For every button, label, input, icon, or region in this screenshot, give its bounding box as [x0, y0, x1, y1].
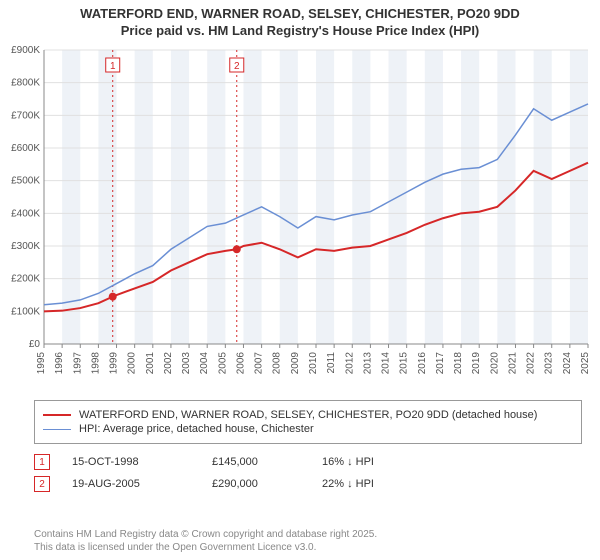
- svg-text:£600K: £600K: [11, 143, 40, 154]
- svg-text:2022: 2022: [526, 352, 537, 375]
- legend-label: WATERFORD END, WARNER ROAD, SELSEY, CHIC…: [79, 409, 537, 421]
- svg-text:£0: £0: [29, 339, 41, 350]
- svg-text:£200K: £200K: [11, 274, 40, 285]
- svg-text:2010: 2010: [308, 352, 319, 375]
- svg-text:£300K: £300K: [11, 241, 40, 252]
- marker-price: £290,000: [212, 478, 322, 490]
- svg-text:£700K: £700K: [11, 110, 40, 121]
- svg-text:2003: 2003: [181, 352, 192, 375]
- svg-text:2017: 2017: [435, 352, 446, 375]
- svg-text:2023: 2023: [544, 352, 555, 375]
- svg-text:£900K: £900K: [11, 45, 40, 56]
- marker-row: 1 15-OCT-1998£145,00016% ↓ HPI: [34, 454, 564, 470]
- svg-text:1997: 1997: [72, 352, 83, 375]
- marker-diff: 22% ↓ HPI: [322, 478, 374, 490]
- svg-text:2001: 2001: [145, 352, 156, 375]
- svg-text:2019: 2019: [471, 352, 482, 375]
- svg-text:2020: 2020: [489, 352, 500, 375]
- title-line1: WATERFORD END, WARNER ROAD, SELSEY, CHIC…: [80, 6, 520, 21]
- title-line2: Price paid vs. HM Land Registry's House …: [121, 23, 480, 38]
- marker-row: 2 19-AUG-2005£290,00022% ↓ HPI: [34, 476, 564, 492]
- svg-text:2021: 2021: [507, 352, 518, 375]
- legend: WATERFORD END, WARNER ROAD, SELSEY, CHIC…: [34, 400, 582, 444]
- svg-text:1996: 1996: [54, 352, 65, 375]
- svg-text:2006: 2006: [235, 352, 246, 375]
- svg-text:2016: 2016: [417, 352, 428, 375]
- svg-text:2004: 2004: [199, 352, 210, 375]
- svg-text:2005: 2005: [217, 352, 228, 375]
- footer-attribution: Contains HM Land Registry data © Crown c…: [34, 528, 377, 554]
- footer-line2: This data is licensed under the Open Gov…: [34, 542, 316, 553]
- svg-text:2015: 2015: [399, 352, 410, 375]
- svg-text:2: 2: [234, 61, 240, 72]
- legend-swatch: [43, 414, 71, 416]
- svg-text:2014: 2014: [381, 352, 392, 375]
- svg-text:£500K: £500K: [11, 176, 40, 187]
- marker-table: 1 15-OCT-1998£145,00016% ↓ HPI 2 19-AUG-200…: [34, 448, 564, 498]
- svg-text:£400K: £400K: [11, 208, 40, 219]
- svg-text:2012: 2012: [344, 352, 355, 375]
- marker-date: 19-AUG-2005: [72, 478, 212, 490]
- svg-text:2024: 2024: [562, 352, 573, 375]
- svg-text:1998: 1998: [90, 352, 101, 375]
- svg-text:2025: 2025: [580, 352, 591, 375]
- svg-text:2018: 2018: [453, 352, 464, 375]
- marker-diff: 16% ↓ HPI: [322, 456, 374, 468]
- svg-text:2000: 2000: [127, 352, 138, 375]
- marker-badge: 2: [34, 476, 50, 492]
- legend-row: WATERFORD END, WARNER ROAD, SELSEY, CHIC…: [43, 409, 573, 421]
- svg-text:2011: 2011: [326, 352, 337, 374]
- marker-date: 15-OCT-1998: [72, 456, 212, 468]
- svg-text:1: 1: [110, 61, 116, 72]
- chart-svg: £0 £100K £200K £300K £400K £500K £600K £700K £80…: [8, 44, 592, 390]
- marker-price: £145,000: [212, 456, 322, 468]
- svg-text:2009: 2009: [290, 352, 301, 375]
- svg-text:1995: 1995: [36, 352, 47, 375]
- svg-text:2013: 2013: [362, 352, 373, 375]
- svg-text:2008: 2008: [272, 352, 283, 375]
- svg-text:2007: 2007: [254, 352, 265, 375]
- legend-label: HPI: Average price, detached house, Chic…: [79, 423, 314, 435]
- marker-badge: 1: [34, 454, 50, 470]
- chart-area: £0 £100K £200K £300K £400K £500K £600K £700K £80…: [8, 44, 592, 390]
- footer-line1: Contains HM Land Registry data © Crown c…: [34, 529, 377, 540]
- legend-swatch: [43, 429, 71, 430]
- svg-text:£800K: £800K: [11, 78, 40, 89]
- svg-text:2002: 2002: [163, 352, 174, 375]
- svg-text:£100K: £100K: [11, 306, 40, 317]
- svg-text:1999: 1999: [109, 352, 120, 375]
- chart-title: WATERFORD END, WARNER ROAD, SELSEY, CHIC…: [0, 0, 600, 40]
- legend-row: HPI: Average price, detached house, Chic…: [43, 423, 573, 435]
